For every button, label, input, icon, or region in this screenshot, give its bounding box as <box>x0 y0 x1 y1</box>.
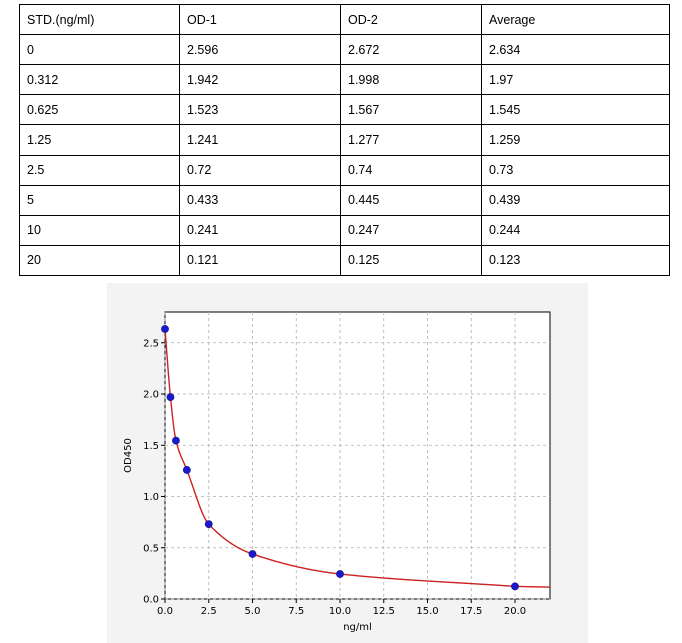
data-point <box>182 466 191 474</box>
table-row: 10 0.241 0.247 0.244 <box>19 214 670 246</box>
y-tick-label: 1.0 <box>143 492 159 503</box>
x-tick-label: 20.0 <box>504 606 526 617</box>
table-cell: 2.672 <box>340 34 482 66</box>
table-cell: 0.625 <box>19 94 180 126</box>
table-header-row: STD.(ng/ml) OD-1 OD-2 Average <box>19 3 670 36</box>
table-cell: 0.312 <box>19 64 180 96</box>
table-cell: 2.596 <box>179 34 341 66</box>
table-row: 0.625 1.523 1.567 1.545 <box>19 94 670 126</box>
x-tick-label: 10.0 <box>329 606 351 617</box>
data-point <box>172 436 180 445</box>
table-row: 1.25 1.241 1.277 1.259 <box>19 124 670 156</box>
table-cell: 0.73 <box>481 154 670 186</box>
table-cell: 1.523 <box>179 94 341 126</box>
y-tick-label: 2.0 <box>143 390 159 401</box>
table-cell: 5 <box>19 184 180 216</box>
y-tick-label: 1.5 <box>143 441 159 452</box>
table-cell: 0.244 <box>481 214 670 246</box>
data-point <box>204 520 213 529</box>
y-tick-label: 2.5 <box>143 338 159 349</box>
x-tick-label: 7.5 <box>288 606 304 617</box>
standard-curve-chart: 0.0 2.5 5.0 7.5 10.0 12.5 15.0 17.5 20.0 0.0 0.5 1.… <box>123 311 551 633</box>
table-cell: 1.241 <box>179 124 341 156</box>
table-row: 20 0.121 0.125 0.123 <box>19 244 670 277</box>
table-cell: 1.998 <box>340 64 482 96</box>
data-point <box>336 570 344 578</box>
table-cell: 0.74 <box>340 154 482 186</box>
table-cell: 2.5 <box>19 154 180 186</box>
column-header: OD-2 <box>340 3 482 36</box>
table-cell: 0.125 <box>340 244 482 277</box>
table-cell: 1.942 <box>179 64 341 96</box>
table-cell: 0 <box>19 34 180 66</box>
data-point <box>161 325 169 333</box>
x-tick-label: 0.0 <box>157 606 173 617</box>
y-tick-label: 0.0 <box>143 595 159 606</box>
data-point <box>248 550 257 558</box>
table-cell: 0.247 <box>340 214 482 246</box>
table-cell: 0.439 <box>481 184 670 216</box>
table-cell: 10 <box>19 214 180 246</box>
column-header: OD-1 <box>179 3 341 36</box>
x-axis-label: ng/ml <box>343 622 372 633</box>
fitted-curve <box>164 328 551 588</box>
table-cell: 0.123 <box>481 244 670 277</box>
x-tick-label: 5.0 <box>245 606 261 617</box>
column-header: Average <box>481 3 670 36</box>
table-cell: 0.433 <box>179 184 341 216</box>
data-point <box>166 393 175 401</box>
table-cell: 1.25 <box>19 124 180 156</box>
standard-curve-table: STD.(ng/ml) OD-1 OD-2 Average 0 2.596 2.672 2.6… <box>19 3 670 277</box>
table-row: 0.312 1.942 1.998 1.97 <box>19 64 670 96</box>
table-row: 5 0.433 0.445 0.439 <box>19 184 670 216</box>
column-header: STD.(ng/ml) <box>19 3 180 36</box>
table-cell: 1.259 <box>481 124 670 156</box>
table-row: 2.5 0.72 0.74 0.73 <box>19 154 670 186</box>
table-cell: 0.72 <box>179 154 341 186</box>
table-cell: 1.545 <box>481 94 670 126</box>
x-tick-label: 17.5 <box>460 606 482 617</box>
plot-area <box>164 311 551 600</box>
x-tick-label: 12.5 <box>373 606 395 617</box>
chart-panel: 0.0 2.5 5.0 7.5 10.0 12.5 15.0 17.5 20.0 0.0 0.5 1.… <box>107 283 588 643</box>
table-cell: 0.445 <box>340 184 482 216</box>
table-cell: 0.121 <box>179 244 341 277</box>
table-cell: 1.97 <box>481 64 670 96</box>
table-row: 0 2.596 2.672 2.634 <box>19 34 670 66</box>
table-cell: 0.241 <box>179 214 341 246</box>
data-point <box>511 582 519 591</box>
table-cell: 1.277 <box>340 124 482 156</box>
x-tick-label: 15.0 <box>416 606 438 617</box>
y-axis-label: OD450 <box>123 438 134 473</box>
y-tick-label: 0.5 <box>143 543 159 554</box>
x-tick-label: 2.5 <box>201 606 217 617</box>
table-cell: 20 <box>19 244 180 277</box>
table-cell: 2.634 <box>481 34 670 66</box>
table-cell: 1.567 <box>340 94 482 126</box>
